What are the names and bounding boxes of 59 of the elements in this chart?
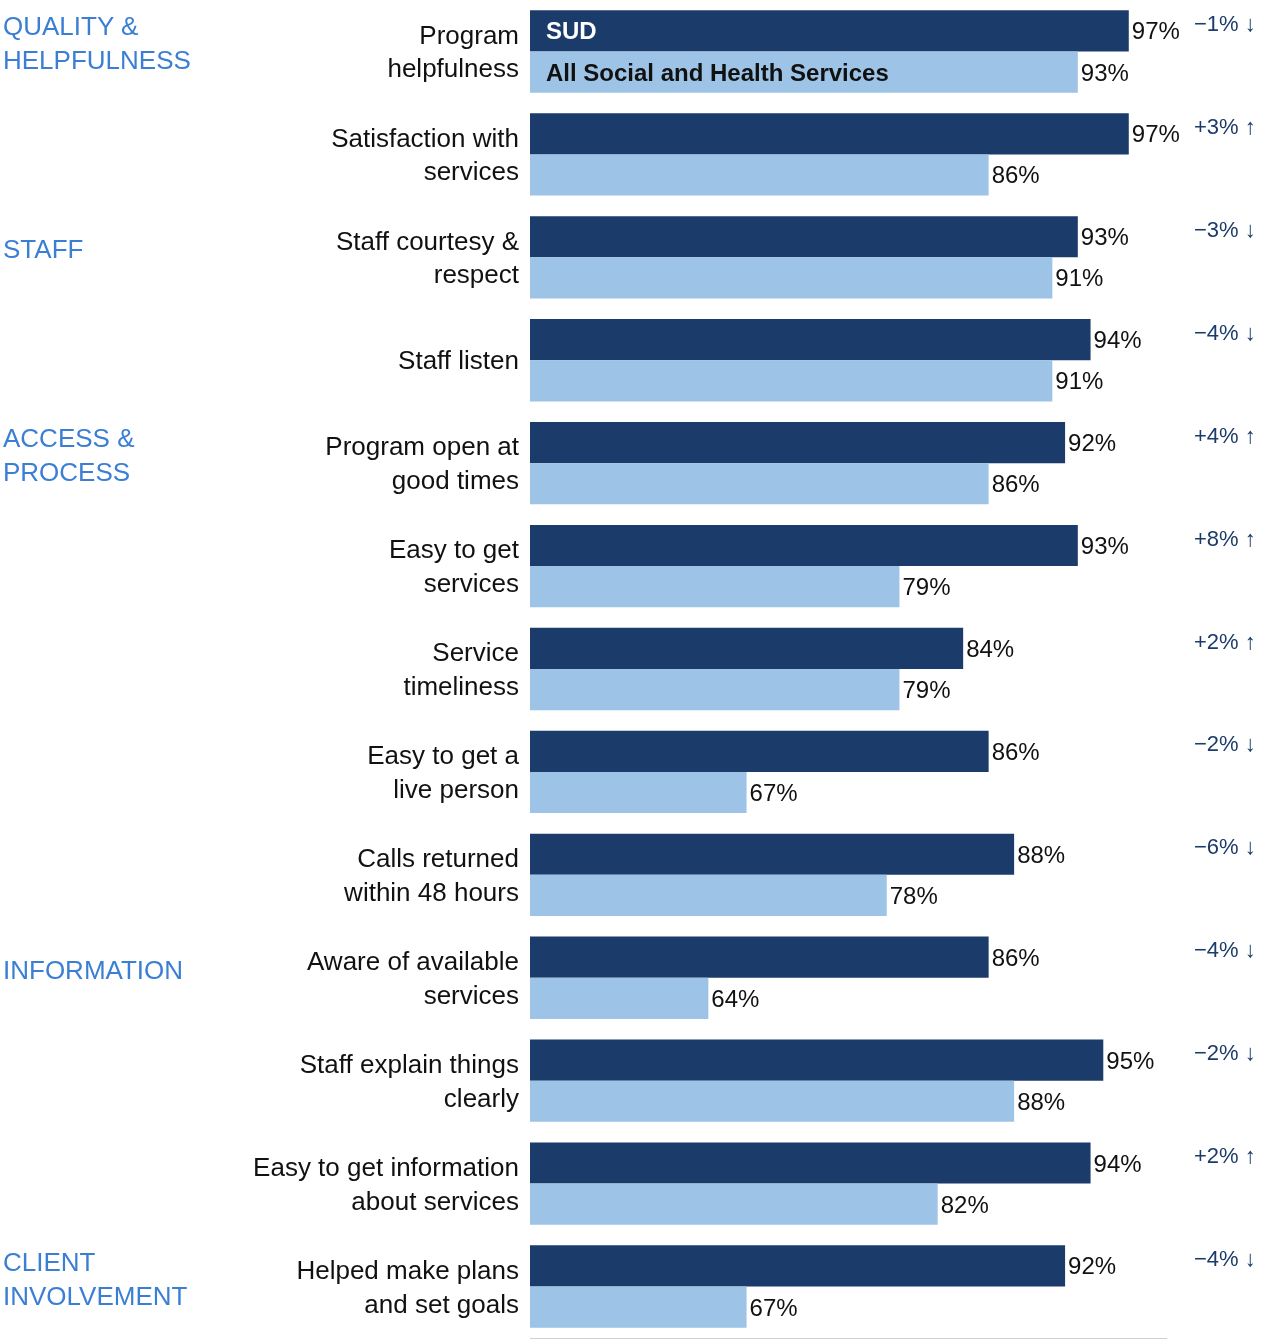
data-label: 88% <box>1017 1087 1066 1115</box>
data-label: 93% <box>1080 531 1129 559</box>
data-label: 94% <box>1093 326 1142 354</box>
text: +8% ↑ <box>1194 526 1256 551</box>
data-label: 86% <box>991 943 1040 971</box>
data-label: 84% <box>966 634 1015 662</box>
text: CLIENT INVOLVEMENT <box>3 1247 188 1311</box>
data-label: 86% <box>991 737 1040 765</box>
y-tick-label: Program helpfulness <box>387 19 519 84</box>
text: +2% ↑ <box>1194 1143 1256 1168</box>
text: +2% ↑ <box>1194 629 1256 654</box>
data-label: 97% <box>1131 17 1180 45</box>
y-tick-label: Easy to get a live person <box>367 740 520 804</box>
text: −4% ↓ <box>1194 1246 1256 1271</box>
text: +4% ↑ <box>1194 423 1256 448</box>
data-label: 88% <box>1017 840 1066 868</box>
data-label: 82% <box>940 1190 989 1218</box>
text: +3% ↑ <box>1194 114 1256 139</box>
data-label: 86% <box>991 161 1040 189</box>
y-tick-label: Staff explain things clearly <box>299 1048 519 1113</box>
y-tick-label: Calls returned within 48 hours <box>343 843 519 907</box>
y-tick-label: Helped make plans and set goals <box>296 1254 519 1319</box>
series-label: All Social and Health Services <box>546 59 889 86</box>
data-label: 79% <box>902 676 951 704</box>
text: −2% ↓ <box>1194 731 1256 756</box>
y-tick-label: Aware of available services <box>307 945 519 1010</box>
data-label: 86% <box>991 470 1040 498</box>
text: −3% ↓ <box>1194 217 1256 242</box>
data-label: 94% <box>1093 1149 1142 1177</box>
data-label: 93% <box>1080 223 1129 251</box>
text: −2% ↓ <box>1194 1040 1256 1065</box>
y-tick-label: Staff courtesy & respect <box>335 225 520 290</box>
data-label: 92% <box>1068 429 1117 457</box>
data-label: 67% <box>749 779 798 807</box>
text: QUALITY & HELPFULNESS <box>3 11 191 75</box>
text: −4% ↓ <box>1194 937 1256 962</box>
y-tick-label: Easy to get services <box>388 534 520 599</box>
text: −1% ↓ <box>1194 11 1256 36</box>
y-tick-label: Program open at good times <box>325 431 520 496</box>
data-label: 91% <box>1055 367 1104 395</box>
text: −4% ↓ <box>1194 320 1256 345</box>
data-label: 67% <box>749 1293 798 1321</box>
data-label: 78% <box>889 881 938 909</box>
y-tick-label: Satisfaction with services <box>331 122 519 187</box>
data-label: 97% <box>1131 120 1180 148</box>
text: ACCESS & PROCESS <box>3 423 135 487</box>
y-tick-label: Easy to get information about services <box>253 1151 519 1216</box>
data-label: 93% <box>1080 58 1129 86</box>
data-label: 64% <box>711 984 760 1012</box>
text: INFORMATION <box>3 955 184 985</box>
text: −6% ↓ <box>1194 834 1256 859</box>
y-tick-label: Staff listen <box>398 345 519 376</box>
data-label: 95% <box>1106 1046 1155 1074</box>
text: STAFF <box>3 234 84 264</box>
data-label: 92% <box>1068 1252 1117 1280</box>
y-tick-label: Service timeliness <box>403 637 519 701</box>
data-label: 91% <box>1055 264 1104 292</box>
series-label: SUD <box>546 17 597 44</box>
data-label: 79% <box>902 573 951 601</box>
